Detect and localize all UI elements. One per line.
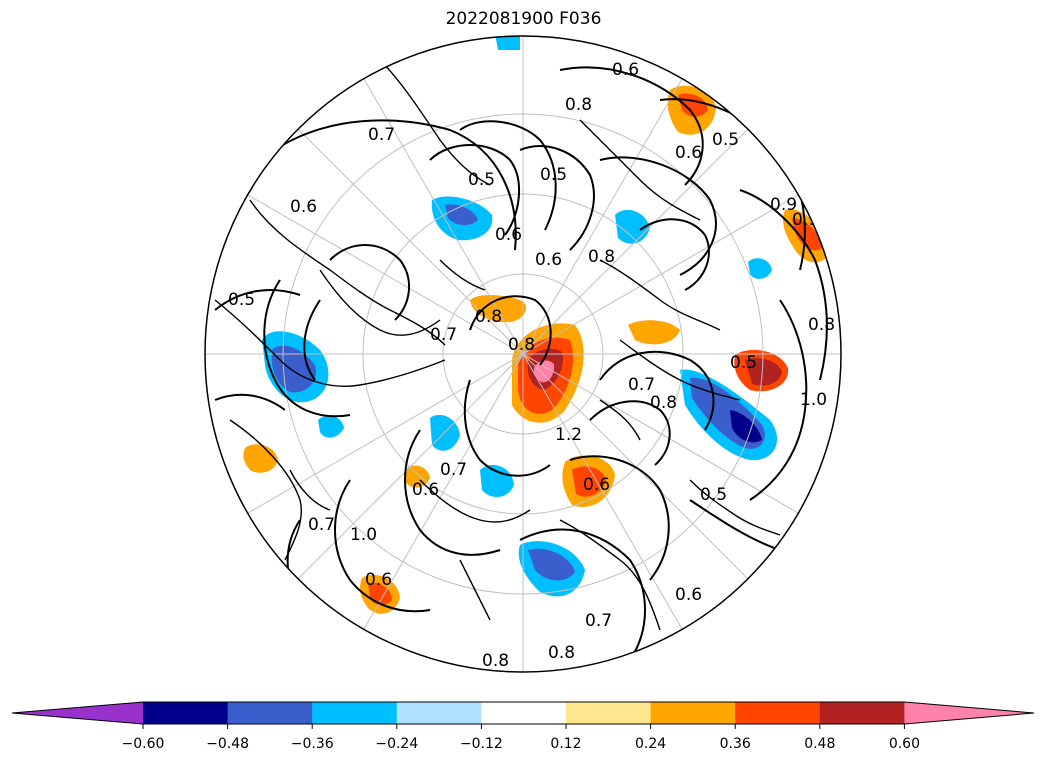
colorbar-segment bbox=[481, 702, 567, 724]
colorbar-tick-label: 0.12 bbox=[550, 736, 581, 752]
map-title: 2022081900 F036 bbox=[445, 9, 602, 29]
contour-label: 0.5 bbox=[730, 353, 757, 373]
colorbar-segment bbox=[143, 702, 229, 724]
cold-anomaly-northeast-edge bbox=[748, 258, 772, 279]
coastlines bbox=[214, 59, 781, 631]
contour-label: 1.2 bbox=[555, 425, 582, 445]
contour-label: 0.7 bbox=[308, 515, 335, 535]
contour-label: 0.6 bbox=[412, 480, 439, 500]
colorbar-segment bbox=[819, 702, 905, 724]
contour-label: 0.5 bbox=[228, 290, 255, 310]
colorbar bbox=[11, 701, 1035, 725]
contour-label: 0.7 bbox=[628, 375, 655, 395]
contour-label: 1.0 bbox=[350, 525, 377, 545]
colorbar-tick-label: −0.12 bbox=[460, 736, 503, 752]
contour-label: 1.0 bbox=[800, 390, 827, 410]
warm-anomaly-south-core bbox=[572, 466, 606, 497]
warm-anomaly-northeast-small bbox=[628, 320, 680, 345]
colorbar-tick-label: −0.48 bbox=[206, 736, 249, 752]
warm-anomaly-south-center-small bbox=[405, 465, 430, 488]
cold-anomaly-south-small bbox=[480, 465, 514, 497]
colorbar-tick-label: 0.24 bbox=[635, 736, 666, 752]
contour-label: 0.6 bbox=[535, 250, 562, 270]
colorbar-tick-label: −0.24 bbox=[375, 736, 418, 752]
colorbar-segment bbox=[396, 702, 482, 724]
contour-label: 0.5 bbox=[468, 170, 495, 190]
anomaly-shading bbox=[243, 36, 830, 614]
graticule bbox=[205, 36, 841, 672]
contour-label: 0.8 bbox=[650, 393, 677, 413]
cold-anomaly-east-peak bbox=[730, 410, 762, 443]
contour-lines bbox=[214, 66, 828, 661]
contour-label: 0.6 bbox=[290, 197, 317, 217]
colorbar-segment bbox=[650, 702, 736, 724]
contour-label: 0.7 bbox=[372, 647, 399, 667]
contour-label: 0.5 bbox=[712, 130, 739, 150]
warm-anomaly-east-edge-core bbox=[792, 218, 822, 251]
contour-label: 0.8 bbox=[548, 643, 575, 663]
colorbar-segment bbox=[566, 702, 652, 724]
colorbar-extend-high bbox=[904, 702, 1034, 724]
cold-anomaly-west-small bbox=[318, 415, 344, 438]
contour-label: 0.8 bbox=[588, 247, 615, 267]
warm-anomaly-west bbox=[243, 444, 278, 473]
contour-label: 0.6 bbox=[675, 585, 702, 605]
colorbar-tick-label: −0.36 bbox=[291, 736, 334, 752]
contour-label: 0.5 bbox=[540, 165, 567, 185]
contour-label: 0.8 bbox=[482, 651, 509, 671]
contour-label: 0.8 bbox=[565, 95, 592, 115]
contour-label: 0.8 bbox=[475, 307, 502, 327]
map-field: 0.7 0.8 0.5 0.5 0.6 0.6 0.5 0.8 0.6 0.9 … bbox=[205, 36, 841, 672]
contour-label: 0.6 bbox=[365, 570, 392, 590]
warm-anomaly-east-core bbox=[745, 358, 782, 386]
cold-anomaly-south-core bbox=[528, 548, 575, 581]
contour-label: 0.7 bbox=[368, 125, 395, 145]
warm-anomaly-central-top bbox=[533, 360, 555, 383]
colorbar-ticks: −0.60 −0.48 −0.36 −0.24 −0.12 0.12 0.24 0.36 0.4… bbox=[122, 724, 920, 752]
contour-label: 0.6 bbox=[675, 143, 702, 163]
colorbar-tick-label: −0.60 bbox=[122, 736, 165, 752]
contour-label: 0.7 bbox=[585, 611, 612, 631]
contour-label: 0.7 bbox=[430, 325, 457, 345]
colorbar-tick-label: 0.48 bbox=[804, 736, 835, 752]
contour-label: 0.8 bbox=[808, 315, 835, 335]
colorbar-extend-low bbox=[12, 702, 143, 724]
contour-labels: 0.7 0.8 0.5 0.5 0.6 0.6 0.5 0.8 0.6 0.9 … bbox=[228, 60, 835, 671]
contour-label: 0.8 bbox=[508, 335, 535, 355]
cold-anomaly-central-small bbox=[430, 414, 460, 451]
contour-label: 0.6 bbox=[612, 60, 639, 80]
map-boundary bbox=[204, 35, 842, 673]
cold-anomaly-top-edge bbox=[495, 36, 520, 50]
contour-label: 0.6 bbox=[495, 225, 522, 245]
colorbar-tick-label: 0.60 bbox=[889, 736, 920, 752]
colorbar-segment bbox=[735, 702, 821, 724]
colorbar-tick-label: 0.36 bbox=[720, 736, 751, 752]
contour-label: 0.5 bbox=[700, 485, 727, 505]
contour-label: 0.9 bbox=[770, 195, 797, 215]
colorbar-segment bbox=[227, 702, 313, 724]
contour-label: 0.6 bbox=[583, 475, 610, 495]
colorbar-segment bbox=[312, 702, 398, 724]
contour-label: 0.7 bbox=[440, 460, 467, 480]
